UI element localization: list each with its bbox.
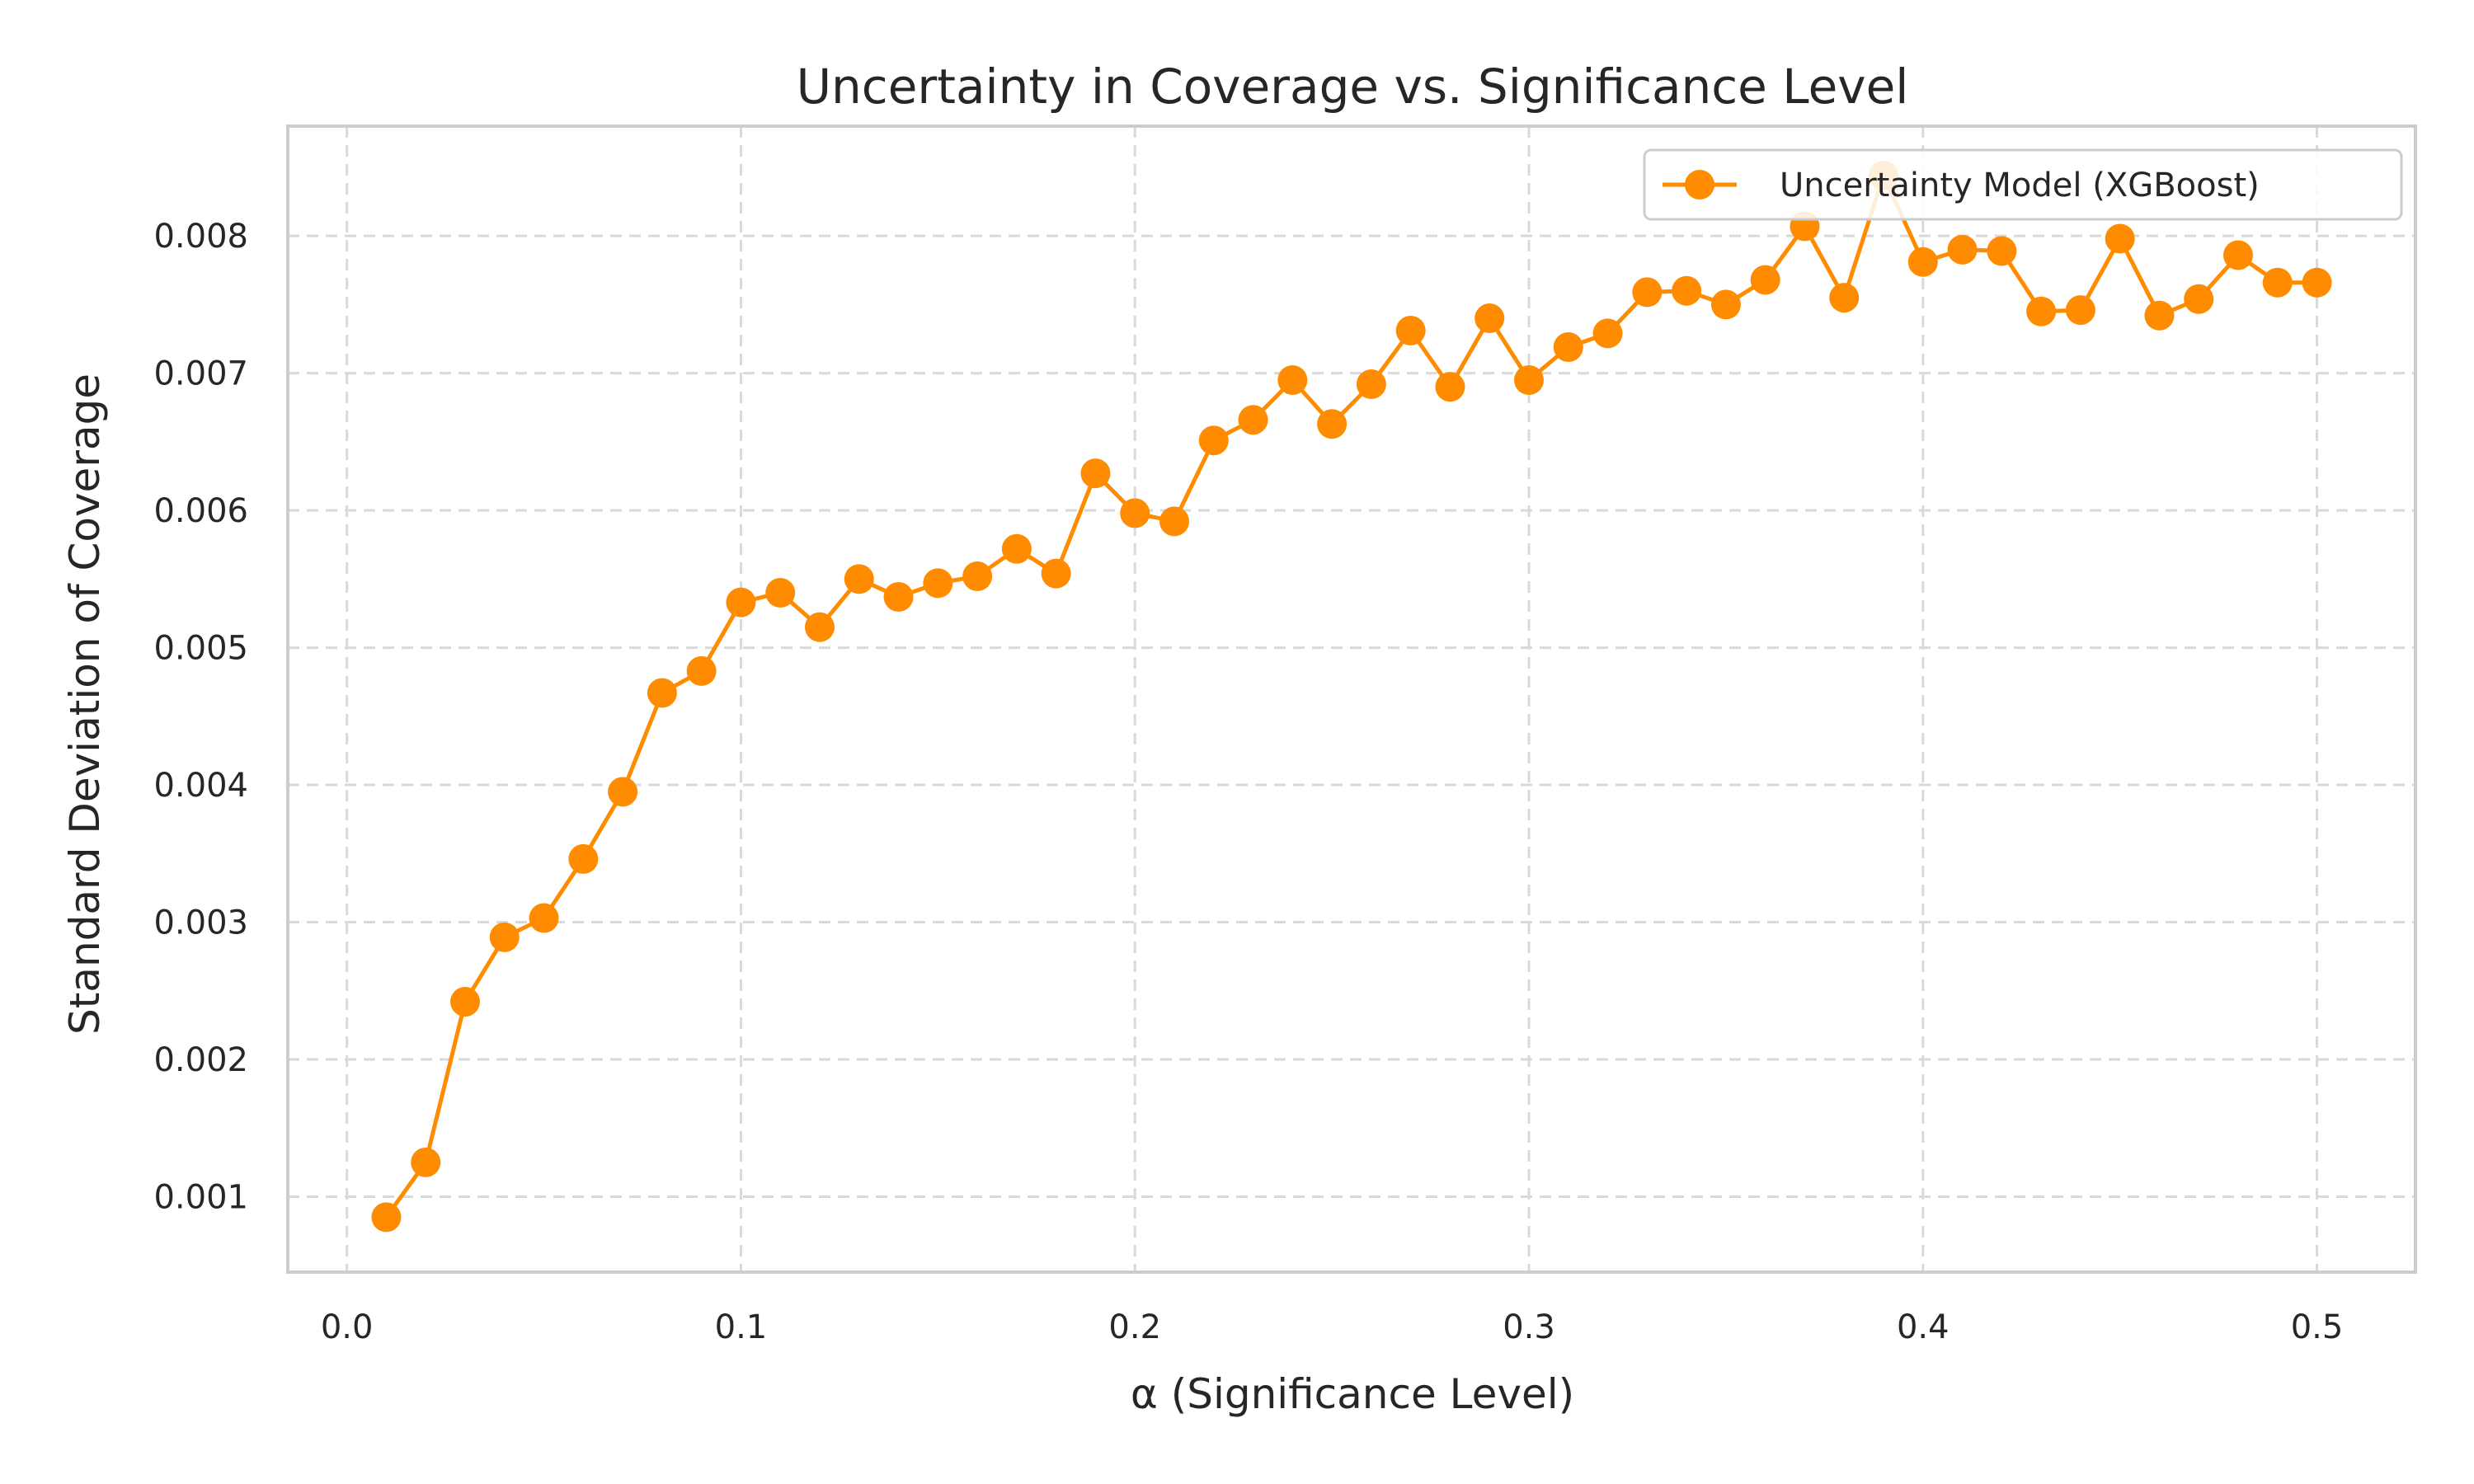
- x-tick-label: 0.5: [2291, 1308, 2344, 1346]
- data-point[interactable]: [2065, 295, 2095, 326]
- data-point[interactable]: [1672, 275, 1702, 306]
- data-point[interactable]: [1159, 506, 1189, 537]
- data-point[interactable]: [2262, 267, 2293, 298]
- legend[interactable]: Uncertainty Model (XGBoost): [1643, 148, 2403, 221]
- x-tick-label: 0.1: [715, 1308, 768, 1346]
- data-point[interactable]: [2026, 296, 2057, 326]
- x-tick-label: 0.4: [1897, 1308, 1950, 1346]
- data-point[interactable]: [805, 612, 835, 642]
- data-point[interactable]: [2144, 300, 2175, 331]
- y-tick-label: 0.007: [153, 355, 248, 393]
- data-point[interactable]: [1750, 265, 1780, 295]
- data-point[interactable]: [1238, 405, 1268, 435]
- legend-box: [1643, 148, 2403, 221]
- data-point[interactable]: [1395, 316, 1426, 346]
- y-tick-label: 0.004: [153, 767, 248, 805]
- data-point[interactable]: [1317, 409, 1348, 439]
- y-axis-label: Standard Deviation of Coverage: [61, 373, 109, 1035]
- data-point[interactable]: [1198, 425, 1229, 456]
- data-point[interactable]: [1553, 332, 1583, 363]
- x-axis-label: α (Significance Level): [1131, 1370, 1574, 1418]
- data-point[interactable]: [686, 655, 717, 686]
- data-point[interactable]: [1277, 364, 1308, 395]
- tick-layer: 0.0 0.1 0.2 0.3 0.4 0.5 0.001 0.002 0.003 0.004 0.…: [153, 218, 2343, 1346]
- data-point[interactable]: [1710, 289, 1741, 320]
- data-point[interactable]: [1475, 303, 1505, 334]
- data-point[interactable]: [765, 577, 796, 608]
- data-point[interactable]: [647, 678, 677, 708]
- y-tick-label: 0.006: [153, 492, 248, 530]
- data-point[interactable]: [411, 1147, 441, 1177]
- data-point[interactable]: [2184, 284, 2214, 314]
- data-point[interactable]: [1632, 277, 1663, 308]
- x-tick-label: 0.0: [321, 1308, 374, 1346]
- data-point[interactable]: [883, 581, 914, 612]
- data-point[interactable]: [1041, 558, 1071, 589]
- data-point[interactable]: [1435, 372, 1465, 402]
- data-point[interactable]: [489, 922, 520, 952]
- y-tick-label: 0.005: [153, 630, 248, 668]
- legend-dot-marker: [1685, 170, 1714, 200]
- data-point[interactable]: [1120, 498, 1150, 528]
- x-tick-label: 0.3: [1503, 1308, 1555, 1346]
- data-point[interactable]: [1514, 364, 1544, 395]
- data-point[interactable]: [1907, 247, 1938, 277]
- data-point[interactable]: [962, 561, 993, 592]
- data-point[interactable]: [2223, 240, 2253, 270]
- data-point[interactable]: [1080, 458, 1111, 489]
- grid-layer: [288, 126, 2415, 1272]
- chart-title: Uncertainty in Coverage vs. Significance…: [797, 59, 1909, 115]
- y-tick-label: 0.001: [153, 1178, 248, 1216]
- data-point[interactable]: [844, 564, 874, 594]
- data-point[interactable]: [608, 777, 638, 807]
- y-tick-label: 0.002: [153, 1041, 248, 1079]
- data-point[interactable]: [923, 568, 953, 599]
- plot-frame: [286, 124, 2417, 1274]
- data-point[interactable]: [450, 987, 480, 1017]
- data-point[interactable]: [2105, 223, 2135, 254]
- data-point[interactable]: [1987, 236, 2017, 266]
- data-point[interactable]: [1592, 318, 1623, 349]
- x-tick-label: 0.2: [1108, 1308, 1161, 1346]
- y-tick-label: 0.008: [153, 218, 248, 256]
- data-point[interactable]: [371, 1202, 402, 1233]
- series-layer: [371, 160, 2332, 1233]
- data-point[interactable]: [2302, 267, 2332, 298]
- y-tick-label: 0.003: [153, 904, 248, 942]
- data-point[interactable]: [1829, 283, 1860, 313]
- data-point[interactable]: [1947, 234, 1978, 265]
- data-point[interactable]: [726, 587, 756, 618]
- legend-label: Uncertainty Model (XGBoost): [1780, 167, 2260, 204]
- data-point[interactable]: [568, 843, 599, 874]
- data-point[interactable]: [1001, 533, 1032, 564]
- data-point[interactable]: [1356, 369, 1386, 399]
- data-point[interactable]: [529, 903, 559, 933]
